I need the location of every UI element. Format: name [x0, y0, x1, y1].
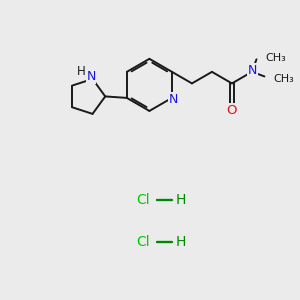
Text: H: H	[77, 65, 86, 78]
Text: O: O	[227, 104, 237, 117]
Text: CH₃: CH₃	[266, 53, 286, 63]
Text: H: H	[175, 193, 186, 207]
Text: Cl: Cl	[137, 193, 150, 207]
Text: N: N	[86, 70, 96, 83]
Text: N: N	[169, 93, 178, 106]
Text: CH₃: CH₃	[273, 74, 294, 84]
Text: H: H	[175, 235, 186, 249]
Text: N: N	[248, 64, 257, 77]
Text: Cl: Cl	[137, 235, 150, 249]
